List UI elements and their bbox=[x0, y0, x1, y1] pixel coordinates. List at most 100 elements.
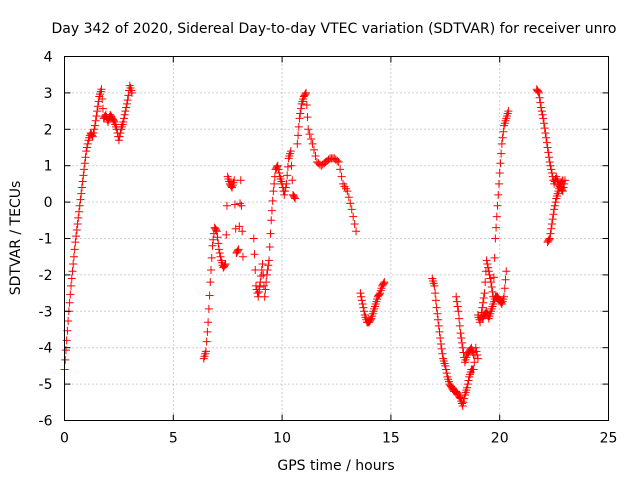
data-point bbox=[493, 201, 502, 210]
data-point bbox=[485, 270, 494, 279]
data-point bbox=[93, 102, 102, 111]
data-point bbox=[487, 283, 496, 292]
tick-labels: 0 5 10 15 20 25 -6 -5 -4 -3 -2 -1 0 1 2 3 4 bbox=[39, 50, 618, 447]
data-point bbox=[80, 159, 89, 168]
data-point bbox=[222, 201, 231, 210]
data-point bbox=[116, 128, 125, 137]
data-point bbox=[558, 176, 567, 185]
data-point bbox=[308, 139, 317, 148]
data-point bbox=[257, 272, 266, 281]
data-point bbox=[352, 227, 361, 236]
data-point bbox=[262, 278, 271, 287]
data-point bbox=[296, 109, 305, 118]
data-point bbox=[237, 201, 246, 210]
data-point bbox=[109, 116, 118, 125]
data-point bbox=[259, 281, 268, 290]
y-tick-label: -3 bbox=[39, 304, 53, 320]
data-point bbox=[464, 376, 473, 385]
data-point bbox=[497, 149, 506, 158]
data-point bbox=[546, 161, 555, 170]
data-point bbox=[69, 252, 78, 261]
data-point bbox=[470, 358, 479, 367]
data-point bbox=[431, 296, 440, 305]
data-point bbox=[434, 321, 443, 330]
data-point bbox=[265, 242, 274, 251]
data-point bbox=[212, 227, 221, 236]
data-point bbox=[235, 222, 244, 231]
data-point bbox=[469, 365, 478, 374]
series-arc4 bbox=[293, 88, 361, 236]
data-point bbox=[534, 88, 543, 97]
data-point bbox=[273, 161, 282, 170]
data-point bbox=[535, 93, 544, 102]
data-point bbox=[497, 139, 506, 148]
data-point bbox=[545, 234, 554, 243]
data-point bbox=[539, 119, 548, 128]
data-point bbox=[236, 176, 245, 185]
series-arc5 bbox=[356, 278, 389, 327]
data-point bbox=[88, 132, 97, 141]
data-point bbox=[264, 261, 273, 270]
data-point bbox=[463, 380, 472, 389]
data-point bbox=[550, 205, 559, 214]
data-point bbox=[305, 130, 314, 139]
data-point bbox=[480, 289, 489, 298]
data-point bbox=[122, 99, 131, 108]
data-point bbox=[82, 147, 91, 156]
data-point bbox=[453, 302, 462, 311]
data-point bbox=[542, 138, 551, 147]
data-point bbox=[67, 281, 76, 290]
data-point bbox=[548, 215, 557, 224]
data-point bbox=[436, 340, 445, 349]
data-point bbox=[545, 158, 554, 167]
series-arc2 bbox=[199, 172, 247, 363]
data-point bbox=[380, 278, 389, 287]
data-point bbox=[479, 298, 488, 307]
data-point bbox=[558, 177, 567, 186]
data-point bbox=[238, 252, 247, 261]
data-point bbox=[207, 253, 216, 262]
data-point bbox=[350, 219, 359, 228]
data-point bbox=[344, 193, 353, 202]
y-tick-label: 0 bbox=[44, 195, 53, 211]
data-point bbox=[280, 190, 289, 199]
data-point bbox=[120, 110, 129, 119]
data-point bbox=[258, 259, 267, 268]
data-point bbox=[286, 147, 295, 156]
data-point bbox=[478, 303, 487, 312]
data-point bbox=[482, 256, 491, 265]
data-point bbox=[441, 361, 450, 370]
data-point bbox=[254, 287, 263, 296]
data-point bbox=[547, 219, 556, 228]
data-point bbox=[498, 133, 507, 142]
data-point bbox=[212, 226, 221, 235]
data-point bbox=[488, 287, 497, 296]
series-arc11 bbox=[543, 176, 567, 247]
data-point bbox=[281, 183, 290, 192]
data-point bbox=[534, 87, 543, 96]
data-point bbox=[83, 139, 92, 148]
data-point bbox=[294, 131, 303, 140]
data-point bbox=[311, 151, 320, 160]
data-point bbox=[494, 179, 503, 188]
x-tick-label: 15 bbox=[382, 431, 400, 447]
y-tick-label: -2 bbox=[39, 268, 53, 284]
data-point bbox=[433, 309, 442, 318]
data-point bbox=[459, 398, 468, 407]
data-point bbox=[70, 245, 79, 254]
grid-lines bbox=[64, 56, 609, 421]
data-point bbox=[455, 314, 464, 323]
data-point bbox=[282, 179, 291, 188]
data-point bbox=[502, 267, 511, 276]
data-point bbox=[537, 107, 546, 116]
data-point bbox=[91, 116, 100, 125]
data-point bbox=[119, 114, 128, 123]
data-point bbox=[98, 94, 107, 103]
data-point bbox=[460, 394, 469, 403]
data-point bbox=[483, 259, 492, 268]
data-point bbox=[287, 161, 296, 170]
y-tick-label: 2 bbox=[44, 122, 53, 138]
data-point bbox=[202, 337, 211, 346]
y-tick-label: -6 bbox=[39, 414, 53, 430]
data-point bbox=[61, 355, 70, 364]
